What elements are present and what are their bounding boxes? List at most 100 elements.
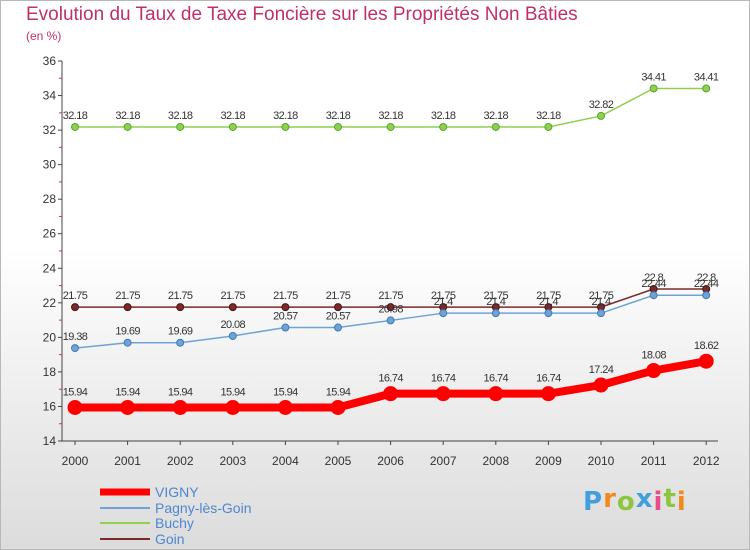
data-label-goin: 22.8 bbox=[644, 272, 663, 284]
data-point-buchy bbox=[123, 122, 132, 131]
data-point-pagny-les-goin bbox=[71, 344, 79, 353]
x-tick-label: 2007 bbox=[430, 454, 457, 468]
data-point-buchy bbox=[176, 122, 185, 131]
data-label-buchy: 32.18 bbox=[63, 110, 88, 122]
data-point-vigny bbox=[698, 353, 714, 369]
data-point-pagny-les-goin bbox=[334, 323, 342, 332]
data-label-pagny-les-goin: 19.38 bbox=[63, 331, 88, 343]
data-point-goin bbox=[123, 303, 132, 312]
data-point-buchy bbox=[491, 122, 500, 131]
data-label-vigny: 15.94 bbox=[168, 386, 193, 398]
data-point-pagny-les-goin bbox=[281, 323, 290, 332]
legend-label-vigny: VIGNY bbox=[155, 484, 199, 500]
data-label-pagny-les-goin: 21.4 bbox=[591, 296, 610, 308]
data-label-buchy: 32.18 bbox=[221, 110, 246, 122]
data-label-pagny-les-goin: 19.69 bbox=[115, 326, 140, 338]
data-label-goin: 21.75 bbox=[431, 290, 456, 302]
legend-label-buchy: Buchy bbox=[155, 515, 194, 531]
chart-data-labels: 32.18 32.18 32.18 32.18 32.18 32.18 32.18 32.18… bbox=[63, 71, 720, 398]
data-label-vigny: 17.24 bbox=[589, 364, 614, 376]
data-label-vigny: 15.94 bbox=[221, 386, 246, 398]
y-tick-label: 34 bbox=[43, 89, 57, 103]
data-label-pagny-les-goin: 20.08 bbox=[221, 319, 246, 331]
data-label-pagny-les-goin: 20.57 bbox=[273, 311, 298, 323]
data-point-vigny bbox=[120, 399, 136, 415]
data-label-goin: 21.75 bbox=[221, 290, 246, 302]
data-point-buchy bbox=[597, 111, 605, 120]
data-point-vigny bbox=[646, 363, 662, 379]
data-label-vigny: 16.74 bbox=[536, 373, 561, 385]
data-point-goin bbox=[176, 303, 185, 312]
data-label-buchy: 32.18 bbox=[431, 110, 456, 122]
data-point-buchy bbox=[544, 122, 553, 131]
x-tick-label: 2008 bbox=[482, 454, 509, 468]
data-label-buchy: 32.18 bbox=[326, 110, 351, 122]
data-point-goin bbox=[386, 303, 395, 312]
data-point-pagny-les-goin bbox=[386, 316, 395, 325]
chart-series bbox=[67, 84, 714, 415]
data-point-pagny-les-goin bbox=[597, 309, 605, 318]
data-label-buchy: 34.41 bbox=[694, 71, 719, 83]
data-point-goin bbox=[334, 303, 342, 312]
data-label-vigny: 16.74 bbox=[431, 373, 456, 385]
data-label-vigny: 18.08 bbox=[641, 350, 666, 362]
data-label-pagny-les-goin: 19.69 bbox=[168, 326, 193, 338]
y-tick-label: 18 bbox=[43, 365, 57, 379]
data-label-buchy: 32.82 bbox=[589, 99, 614, 111]
data-label-buchy: 34.41 bbox=[641, 71, 666, 83]
data-label-buchy: 32.18 bbox=[536, 110, 561, 122]
y-tick-label: 32 bbox=[43, 123, 57, 137]
x-tick-label: 2005 bbox=[325, 454, 352, 468]
data-point-buchy bbox=[649, 84, 658, 93]
data-label-goin: 22.8 bbox=[697, 272, 716, 284]
data-point-vigny bbox=[330, 399, 346, 415]
data-label-pagny-les-goin: 21.4 bbox=[539, 296, 558, 308]
data-point-buchy bbox=[281, 122, 290, 131]
data-point-pagny-les-goin bbox=[123, 338, 132, 347]
data-label-goin: 21.75 bbox=[63, 290, 88, 302]
data-point-buchy bbox=[702, 84, 711, 93]
chart-axes: 14 16 18 20 22 24 26 28 30 32 34 36 2000 2001 2002 2003… bbox=[43, 54, 720, 468]
y-tick-label: 26 bbox=[43, 227, 57, 241]
data-label-pagny-les-goin: 21.4 bbox=[434, 296, 453, 308]
data-point-pagny-les-goin bbox=[176, 338, 185, 347]
data-point-buchy bbox=[334, 122, 342, 131]
data-label-vigny: 16.74 bbox=[378, 373, 403, 385]
data-label-vigny: 15.94 bbox=[115, 386, 140, 398]
data-label-pagny-les-goin: 20.57 bbox=[326, 311, 351, 323]
data-point-pagny-les-goin bbox=[544, 309, 553, 318]
data-point-vigny bbox=[172, 399, 188, 415]
data-label-buchy: 32.18 bbox=[115, 110, 140, 122]
y-tick-label: 28 bbox=[43, 192, 57, 206]
data-point-buchy bbox=[439, 122, 448, 131]
data-point-pagny-les-goin bbox=[491, 309, 500, 318]
data-point-vigny bbox=[540, 386, 556, 402]
x-tick-label: 2003 bbox=[219, 454, 246, 468]
x-tick-label: 2010 bbox=[588, 454, 615, 468]
data-label-buchy: 32.18 bbox=[378, 110, 403, 122]
y-tick-label: 20 bbox=[43, 330, 57, 344]
x-tick-label: 2011 bbox=[641, 454, 667, 468]
x-tick-label: 2004 bbox=[272, 454, 299, 468]
chart-title: Evolution du Taux de Taxe Foncière sur l… bbox=[26, 4, 578, 25]
data-point-vigny bbox=[488, 386, 504, 402]
chart-unit-label: (en %) bbox=[26, 29, 62, 43]
data-label-vigny: 15.94 bbox=[63, 386, 88, 398]
data-point-vigny bbox=[593, 377, 609, 393]
data-label-goin: 21.75 bbox=[589, 290, 614, 302]
data-label-buchy: 32.18 bbox=[273, 110, 298, 122]
data-point-pagny-les-goin bbox=[649, 291, 658, 300]
data-label-pagny-les-goin: 20.98 bbox=[378, 303, 403, 315]
data-label-goin: 21.75 bbox=[378, 290, 403, 302]
proxiti-logo: Proxiti bbox=[583, 484, 687, 517]
data-point-pagny-les-goin bbox=[439, 309, 448, 318]
data-label-vigny: 16.74 bbox=[484, 373, 509, 385]
data-point-buchy bbox=[71, 122, 79, 131]
legend-label-pagny-les-goin: Pagny-lès-Goin bbox=[155, 500, 252, 516]
x-tick-label: 2002 bbox=[167, 454, 194, 468]
data-label-goin: 21.75 bbox=[168, 290, 193, 302]
data-label-goin: 21.75 bbox=[484, 290, 509, 302]
data-point-goin bbox=[281, 303, 290, 312]
